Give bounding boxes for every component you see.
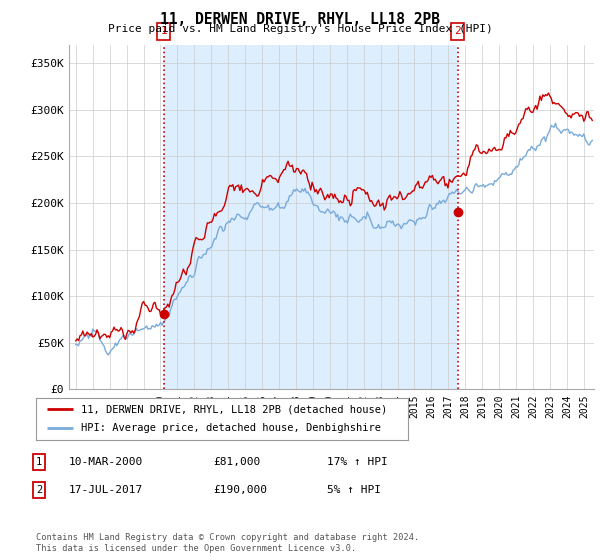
Text: 10-MAR-2000: 10-MAR-2000 — [69, 457, 143, 467]
Bar — [164, 45, 457, 389]
Text: 2: 2 — [454, 26, 461, 36]
Text: Contains HM Land Registry data © Crown copyright and database right 2024.
This d: Contains HM Land Registry data © Crown c… — [36, 533, 419, 553]
Text: HPI: Average price, detached house, Denbighshire: HPI: Average price, detached house, Denb… — [80, 423, 380, 433]
Text: 1: 1 — [160, 26, 167, 36]
Text: 11, DERWEN DRIVE, RHYL, LL18 2PB (detached house): 11, DERWEN DRIVE, RHYL, LL18 2PB (detach… — [80, 404, 387, 414]
Text: 2: 2 — [36, 485, 42, 495]
Text: 5% ↑ HPI: 5% ↑ HPI — [327, 485, 381, 495]
Text: £190,000: £190,000 — [213, 485, 267, 495]
Text: Price paid vs. HM Land Registry's House Price Index (HPI): Price paid vs. HM Land Registry's House … — [107, 24, 493, 34]
Text: 11, DERWEN DRIVE, RHYL, LL18 2PB: 11, DERWEN DRIVE, RHYL, LL18 2PB — [160, 12, 440, 27]
Text: 1: 1 — [36, 457, 42, 467]
Text: £81,000: £81,000 — [213, 457, 260, 467]
Text: 17% ↑ HPI: 17% ↑ HPI — [327, 457, 388, 467]
Text: 17-JUL-2017: 17-JUL-2017 — [69, 485, 143, 495]
